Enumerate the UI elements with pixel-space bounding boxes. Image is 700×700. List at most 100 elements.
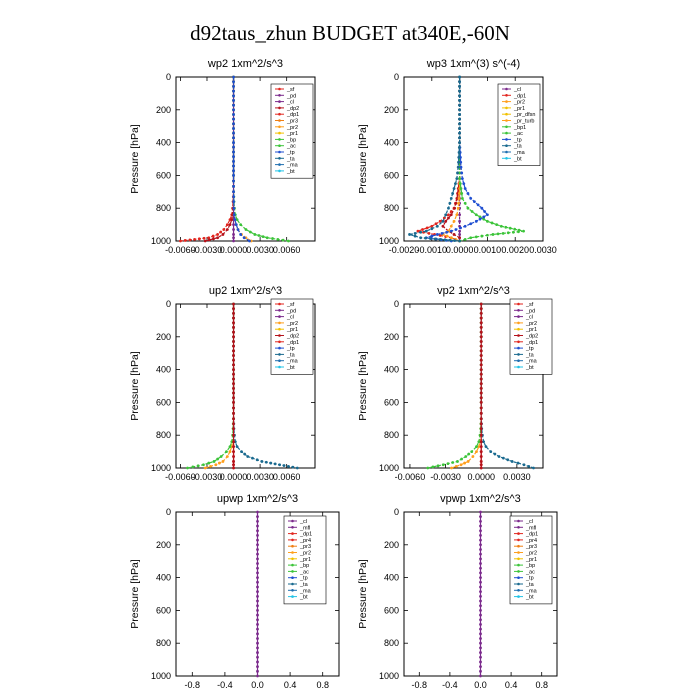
panel-title: vp2 1xm^2/s^3 (437, 285, 510, 297)
series-point (448, 238, 452, 242)
series-point (457, 146, 461, 149)
series-point (456, 206, 460, 210)
series-point (203, 466, 207, 470)
legend-label: _pr_dfsn (513, 112, 535, 118)
series-point (458, 113, 461, 116)
series-point (419, 236, 423, 240)
series-point (458, 131, 461, 135)
series-point (435, 224, 439, 228)
series-point (457, 160, 460, 164)
series-point (479, 632, 482, 636)
legend: _sf_pd_cl_pr2_pr1_dp2_dp1_tp_ta_ma_bt (509, 298, 553, 375)
series-point (282, 464, 286, 467)
series-point (511, 230, 515, 234)
series-point (455, 213, 459, 217)
legend-swatch-marker (278, 169, 281, 173)
x-tick-label: 0.0030 (503, 472, 531, 482)
series-point (281, 238, 285, 242)
series-point (456, 460, 459, 463)
legend-swatch-marker (278, 94, 281, 97)
legend-swatch-marker (517, 582, 520, 586)
series-point (232, 195, 236, 199)
y-tick-label: 200 (384, 332, 399, 342)
legend-label: _ta (525, 352, 535, 358)
series-point (232, 239, 235, 243)
series-point (232, 127, 235, 130)
series-point (232, 354, 235, 357)
legend-swatch-marker (517, 551, 520, 554)
legend-label: _bt (513, 156, 522, 162)
series-point (463, 237, 467, 241)
panel-2: wp3 1xm^(3) s^(-4) Pressure [hPa] 0 200 400 6… (357, 58, 557, 255)
series-point (232, 122, 235, 126)
series-point (532, 466, 535, 470)
series-point (235, 218, 239, 222)
series-point (256, 651, 259, 654)
legend-label: _ma (286, 359, 299, 365)
y-axis-label: Pressure [hPa] (129, 559, 141, 629)
legend-swatch-marker (278, 157, 281, 160)
legend-label: _ma (286, 163, 299, 169)
series-point (458, 171, 461, 175)
legend-label: _pr1 (286, 327, 298, 333)
y-tick-label: 800 (156, 430, 171, 440)
x-tick-label: -0.0020 (389, 245, 420, 255)
legend-swatch-marker (291, 563, 294, 567)
series-point (479, 548, 482, 551)
series-point (256, 576, 259, 579)
legend-label: _pr2 (286, 125, 298, 131)
x-tick-label: 0.0060 (273, 472, 301, 482)
legend-swatch-marker (278, 100, 281, 103)
series-point (256, 552, 259, 556)
series-point (479, 618, 482, 622)
y-tick-label: 200 (384, 540, 399, 550)
series-point (256, 627, 259, 631)
series-point (232, 131, 235, 135)
series-point (256, 519, 259, 523)
series-point (458, 103, 461, 107)
series-point (257, 234, 261, 237)
legend-label: _mfl (299, 525, 310, 531)
series-point (458, 117, 461, 121)
series-point (216, 233, 220, 236)
series-point (232, 422, 235, 426)
legend-swatch-marker (278, 365, 281, 369)
x-tick-label: -0.8 (412, 680, 428, 690)
x-tick-label: 0.0000 (446, 245, 474, 255)
legend-label: _bp (299, 563, 309, 569)
series-point (441, 224, 445, 228)
legend-label: _pd (286, 308, 296, 314)
legend-label: _dp1 (286, 340, 299, 346)
series-point (479, 344, 483, 348)
plot-frame (403, 76, 544, 242)
series-point (232, 316, 235, 320)
series-point (236, 228, 240, 231)
series-point (225, 450, 228, 453)
series-point (219, 455, 223, 458)
series-point (479, 396, 483, 400)
series-point (458, 136, 461, 140)
legend-label: _tp (286, 346, 295, 352)
series-point (484, 445, 488, 449)
series-point (458, 75, 461, 79)
series-point (459, 165, 463, 169)
series-point (232, 84, 235, 88)
series-point (479, 326, 483, 329)
legend-label: _bt (525, 365, 534, 371)
legend-label: _dp1 (299, 532, 312, 538)
legend-label: _dp1 (525, 340, 538, 346)
series-point (458, 80, 461, 84)
legend-label: _cl (525, 315, 533, 321)
series-point (496, 232, 500, 236)
legend-swatch-marker (278, 112, 281, 116)
legend-swatch-marker (517, 340, 520, 344)
legend-swatch-marker (291, 595, 294, 598)
x-tick-label: -0.0060 (165, 472, 196, 482)
series-point (232, 349, 235, 353)
legend-swatch-marker (291, 557, 294, 561)
series-point (232, 233, 235, 236)
legend-label: _ac (299, 569, 309, 575)
series-point (256, 566, 259, 570)
legend-swatch-marker (278, 327, 281, 331)
series-point (479, 613, 482, 617)
